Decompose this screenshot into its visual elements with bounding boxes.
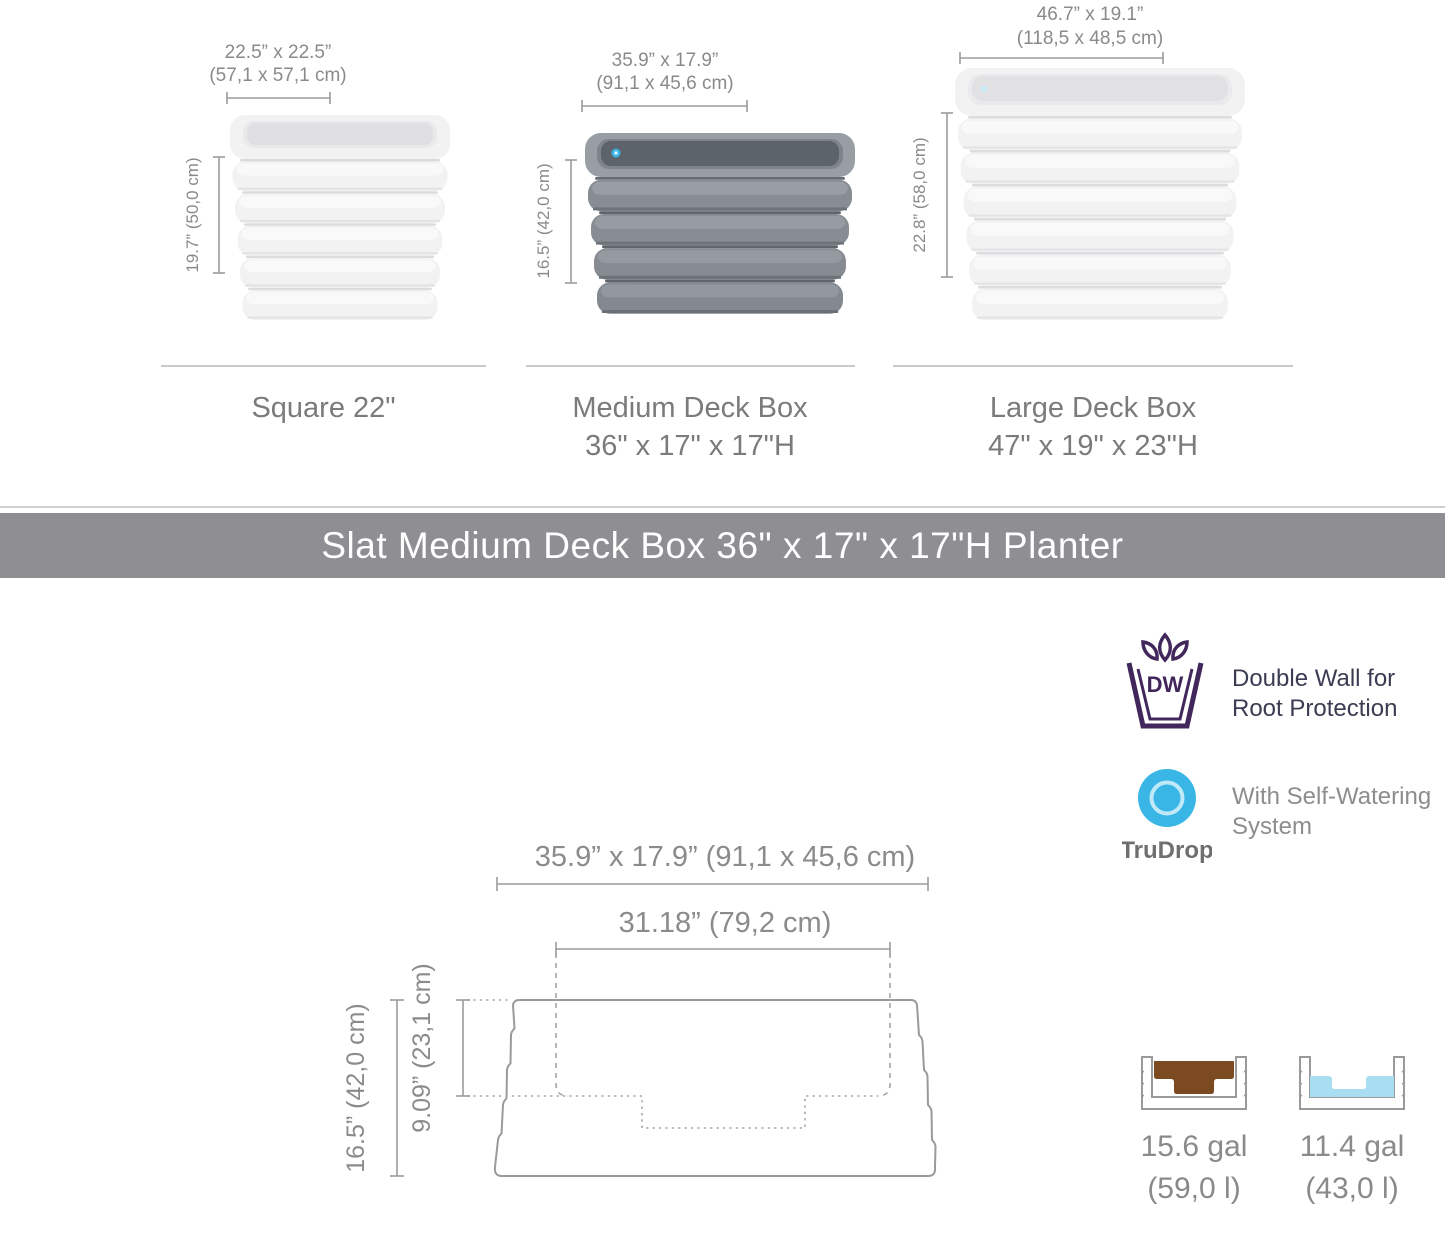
- inner-cavity-outline: [467, 953, 891, 1129]
- inner-width-dimension: 31.18” (79,2 cm): [619, 907, 832, 939]
- divider-medium: [526, 365, 855, 367]
- large-height-dimension: 22.8” (58,0 cm): [910, 137, 929, 252]
- water-tub-outline: [1299, 1056, 1405, 1110]
- outer-width-dimension: 35.9” x 17.9” (91,1 x 45,6 cm): [535, 841, 915, 873]
- outer-width-measure-line: [496, 877, 929, 891]
- outer-height-dimension: 16.5” (42,0 cm): [342, 1003, 370, 1173]
- caption-large-deck-box: Large Deck Box 47" x 19" x 23"H: [888, 389, 1298, 465]
- product-title-banner: Slat Medium Deck Box 36" x 17" x 17"H Pl…: [0, 513, 1445, 578]
- banner-top-rule: [0, 506, 1445, 508]
- column-medium-deck-box: 35.9” x 17.9” (91,1 x 45,6 cm) 16.5” (42…: [534, 50, 855, 314]
- double-wall-feature-text: Double Wall for Root Protection: [1232, 664, 1397, 723]
- water-tub-notches: [1298, 1069, 1406, 1097]
- medium-height-dimension: 16.5” (42,0 cm): [534, 163, 553, 278]
- large-width-measure-line: [959, 52, 1164, 64]
- caption-square-line1: Square 22": [251, 392, 396, 424]
- double-wall-pot-outline: [1126, 662, 1204, 729]
- soil-capacity-label: 15.6 gal (59,0 l): [1128, 1126, 1260, 1210]
- planter-profile-outline: [493, 999, 937, 1177]
- planter-illustration-square-22: [230, 115, 450, 320]
- large-height-measure-line: [941, 112, 953, 278]
- soil-fill: [1154, 1061, 1234, 1094]
- square-width-dimension: 22.5” x 22.5”: [225, 42, 332, 63]
- medium-width-dimension: 35.9” x 17.9”: [612, 50, 719, 71]
- medium-width-dimension-metric: (91,1 x 45,6 cm): [596, 73, 733, 94]
- self-watering-line2: System: [1232, 812, 1313, 840]
- soil-tub-outline: [1141, 1056, 1247, 1110]
- double-wall-line2: Root Protection: [1232, 694, 1398, 722]
- soil-capacity-icon: [1140, 1056, 1248, 1110]
- self-watering-line1: With Self-Watering: [1232, 783, 1432, 810]
- column-large-deck-box: 46.7” x 19.1” (118,5 x 48,5 cm) 22.8” (5…: [910, 4, 1245, 320]
- square-width-dimension-metric: (57,1 x 57,1 cm): [209, 65, 346, 86]
- water-fill: [1310, 1076, 1394, 1097]
- medium-height-measure-line: [565, 159, 577, 284]
- inner-depth-dimension: 9.09” (23,1 cm): [408, 963, 436, 1133]
- planter-illustration-large-deck-box: [955, 68, 1245, 320]
- trudrop-circle: [1138, 769, 1196, 827]
- trudrop-ring: [1149, 780, 1185, 816]
- dw-letters: DW: [1147, 672, 1184, 697]
- caption-medium-deck-box: Medium Deck Box 36" x 17" x 17"H: [510, 389, 870, 465]
- water-capacity-metric: (43,0 l): [1305, 1172, 1399, 1205]
- outer-height-measure-line: [390, 999, 404, 1177]
- square-height-measure-line: [213, 156, 225, 274]
- soil-capacity-amount: 15.6 gal: [1140, 1130, 1248, 1163]
- medium-width-measure-line: [581, 100, 748, 112]
- trudrop-indicator-dot-faint: [980, 85, 988, 93]
- square-width-measure-line: [226, 92, 331, 104]
- caption-medium-line2: 36" x 17" x 17"H: [585, 430, 795, 462]
- caption-medium-line1: Medium Deck Box: [572, 392, 808, 424]
- inner-depth-measure-line: [456, 999, 470, 1097]
- large-width-dimension-metric: (118,5 x 48,5 cm): [1017, 28, 1163, 49]
- caption-square-22: Square 22": [161, 389, 486, 427]
- large-width-dimension: 46.7” x 19.1”: [1037, 4, 1144, 25]
- divider-large: [893, 365, 1293, 367]
- caption-large-line1: Large Deck Box: [989, 392, 1197, 424]
- water-capacity-label: 11.4 gal (43,0 l): [1286, 1126, 1418, 1210]
- soil-tub-notches: [1140, 1069, 1248, 1097]
- trudrop-icon: TruDrop: [1122, 769, 1212, 864]
- leaf-icons: [1141, 632, 1189, 663]
- caption-large-line2: 47" x 19" x 23"H: [988, 430, 1198, 462]
- column-square-22: 22.5” x 22.5” (57,1 x 57,1 cm) 19.7” (50…: [183, 42, 450, 320]
- square-height-dimension: 19.7” (50,0 cm): [183, 157, 202, 272]
- soil-capacity-metric: (59,0 l): [1147, 1172, 1241, 1205]
- double-wall-line1: Double Wall for: [1232, 665, 1396, 692]
- divider-square: [161, 365, 486, 367]
- water-capacity-amount: 11.4 gal: [1299, 1130, 1405, 1163]
- double-wall-icon: DW: [1126, 632, 1204, 729]
- cross-section-diagram: 35.9” x 17.9” (91,1 x 45,6 cm) 31.18” (7…: [342, 841, 937, 1177]
- planter-illustration-medium-deck-box: [585, 133, 855, 314]
- product-title: Slat Medium Deck Box 36" x 17" x 17"H Pl…: [321, 524, 1124, 566]
- self-watering-feature-text: With Self-Watering System: [1232, 782, 1431, 841]
- inner-width-measure-line: [555, 942, 891, 956]
- water-capacity-icon: [1298, 1056, 1406, 1110]
- trudrop-wordmark: TruDrop: [1122, 837, 1212, 864]
